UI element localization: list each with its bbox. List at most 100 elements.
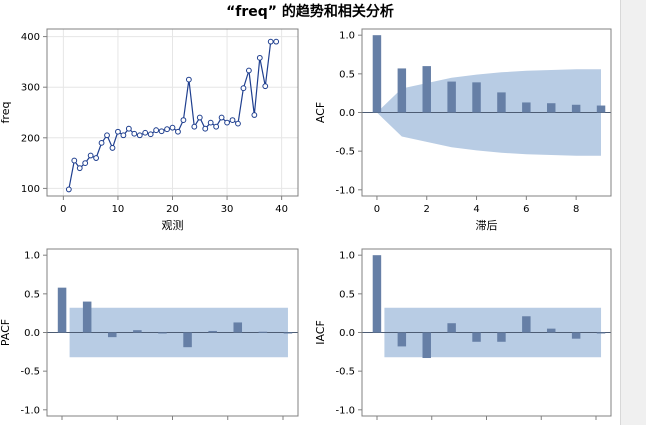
pacf-bar [183, 332, 192, 348]
acf-bar [422, 66, 431, 113]
acf-bar [571, 104, 581, 113]
acf-bar [372, 35, 382, 113]
trend-data-point [136, 132, 143, 139]
pacf-bar [283, 332, 293, 334]
iacf-y-tick-label: 0.5 [339, 289, 355, 300]
pacf-y-tick-label: 0.5 [24, 289, 40, 300]
trend-x-tick-label: 30 [221, 204, 234, 215]
trend-data-point [98, 139, 105, 146]
trend-data-point [131, 130, 138, 137]
trend-data-point [251, 112, 258, 118]
trend-data-point [245, 67, 252, 74]
acf-x-tick-label: 4 [473, 204, 479, 215]
trend-data-point [256, 54, 263, 61]
acf-x-axis-label: 滞后 [476, 219, 498, 232]
trend-data-point [87, 152, 94, 159]
trend-data-point [153, 127, 160, 134]
trend-data-point [185, 76, 192, 83]
trend-data-point [191, 123, 198, 130]
trend-data-point [93, 155, 100, 161]
trend-x-tick-label: 20 [166, 204, 179, 215]
trend-data-point [213, 123, 220, 130]
trend-data-point [224, 119, 230, 126]
trend-data-point [76, 165, 83, 172]
acf-bar [596, 105, 606, 113]
pacf-y-tick-label: -1.0 [20, 405, 40, 416]
trend-x-tick-label: 40 [275, 204, 288, 215]
pacf-bar [107, 332, 117, 338]
iacf-chart: 1.0 0.5 0.0 -0.5 -1.0 IACF [314, 248, 612, 420]
trend-data-point [202, 125, 209, 132]
trend-x-tick-label: 0 [60, 204, 66, 215]
acf-bar [497, 92, 506, 113]
acf-bar [547, 103, 556, 113]
trend-data-point [164, 126, 170, 133]
trend-y-tick-label: 200 [21, 133, 40, 144]
right-scroll-gutter [620, 0, 646, 425]
acf-y-tick-label: 0.5 [339, 69, 355, 80]
trend-x-axis-label: 观测 [162, 219, 184, 232]
iacf-y-tick-label: 0.0 [339, 328, 355, 339]
acf-y-tick-label: 1.0 [339, 31, 355, 42]
trend-data-point [65, 186, 72, 193]
acf-x-tick-label: 6 [523, 204, 529, 215]
iacf-bar [596, 332, 606, 334]
iacf-y-axis-label: IACF [314, 320, 327, 345]
acf-bar [522, 102, 531, 113]
trend-data-point [71, 157, 78, 164]
trend-x-tick-label: 10 [112, 204, 125, 215]
trend-data-point [142, 129, 149, 136]
iacf-bar [571, 332, 581, 339]
acf-bar [472, 82, 481, 113]
trend-data-point [82, 160, 89, 167]
pacf-bar [258, 331, 268, 333]
trend-data-point [120, 132, 127, 139]
trend-y-tick-label: 100 [21, 184, 40, 195]
pacf-y-tick-label: 1.0 [24, 251, 40, 262]
trend-data-point [147, 131, 154, 138]
pacf-y-axis-label: PACF [0, 319, 12, 346]
pacf-chart: 1.0 0.5 0.0 -0.5 -1.0 PACF [0, 248, 299, 420]
pacf-bar [158, 332, 167, 334]
trend-y-tick-label: 400 [21, 32, 40, 43]
iacf-bar [497, 332, 506, 342]
pacf-y-tick-label: -0.5 [20, 367, 40, 378]
trend-y-tick-label: 300 [21, 83, 40, 94]
page-title: “freq” 的趋势和相关分析 [226, 4, 394, 20]
trend-data-point [180, 117, 187, 123]
iacf-bar [447, 323, 456, 333]
iacf-bar [397, 332, 407, 347]
pacf-bar [82, 301, 92, 333]
pacf-bar [233, 322, 243, 333]
trend-data-point [169, 124, 176, 131]
acf-x-tick-label: 2 [424, 204, 430, 215]
trend-data-point [267, 38, 274, 45]
trend-data-point [175, 128, 181, 135]
trend-data-point [273, 38, 280, 45]
trend-data-point [240, 85, 247, 92]
trend-data-point [158, 128, 165, 135]
acf-y-tick-label: -0.5 [335, 147, 355, 158]
iacf-y-tick-label: 1.0 [339, 251, 355, 262]
trend-chart: 100 200 300 400 freq 0 10 20 30 40 观测 [0, 28, 299, 232]
pacf-bar [133, 330, 142, 333]
acf-bar [447, 81, 456, 113]
iacf-y-tick-label: -0.5 [335, 367, 355, 378]
acf-y-tick-label: -1.0 [335, 185, 355, 196]
acf-x-tick-label: 8 [573, 204, 579, 215]
acf-y-tick-label: 0.0 [339, 108, 355, 119]
trend-data-point [262, 83, 269, 90]
trend-y-axis-label: freq [0, 102, 12, 124]
pacf-bar [208, 330, 217, 333]
trend-data-point [104, 132, 110, 139]
trend-data-point [109, 145, 116, 151]
acf-x-tick-label: 0 [374, 204, 380, 215]
pacf-y-tick-label: 0.0 [24, 328, 40, 339]
iacf-bar [472, 332, 481, 342]
iacf-bar [522, 316, 531, 333]
trend-data-point [235, 120, 241, 127]
pacf-bar [57, 287, 67, 333]
iacf-bar [372, 255, 382, 333]
iacf-bar [422, 332, 431, 359]
